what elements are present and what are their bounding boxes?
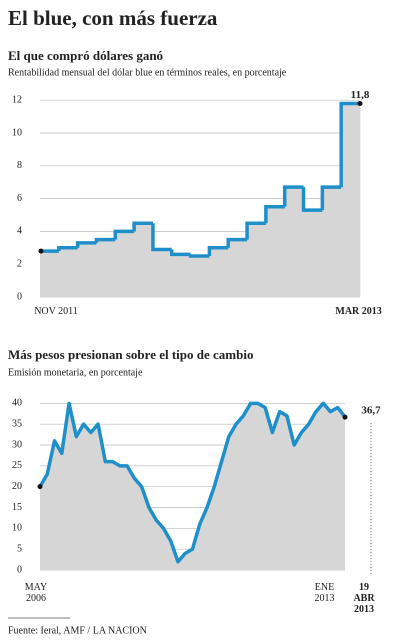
area-segment — [265, 206, 286, 297]
step-segment — [207, 246, 229, 256]
page-title: El blue, con más fuerza — [8, 6, 218, 30]
area-segment — [77, 242, 97, 297]
area-segment — [303, 210, 323, 297]
x-tick-label: ENE 2013 — [314, 582, 335, 604]
chart-subtitle: Emisión monetaria, en porcentaje — [8, 367, 143, 378]
y-tick-label: 0 — [17, 564, 22, 575]
step-segment — [320, 185, 342, 211]
y-tick-label: 2 — [17, 258, 22, 269]
y-tick-label: 4 — [17, 226, 22, 237]
step-segment — [170, 249, 191, 257]
chart-title: El que compró dólares ganó — [8, 48, 163, 63]
area-segment — [40, 251, 60, 297]
y-tick-label: 15 — [12, 502, 22, 513]
area-segment — [209, 247, 229, 297]
area-segment — [152, 249, 173, 297]
area-segment — [58, 247, 78, 297]
x-tick-label: MAY 2006 — [24, 582, 48, 604]
line — [38, 401, 347, 564]
area-segment — [284, 187, 304, 297]
y-tick-label: 12 — [12, 94, 22, 105]
step-segment — [94, 237, 116, 243]
step-segment — [75, 241, 97, 248]
step-segment — [226, 237, 248, 248]
step-segment — [113, 229, 135, 240]
x-tick-label: NOV 2011 — [34, 306, 78, 317]
step-segment — [301, 187, 323, 212]
y-tick-label: 20 — [12, 481, 22, 492]
step-segment — [339, 101, 360, 188]
step-segment — [245, 221, 266, 240]
x-tick-label: MAR 2013 — [335, 306, 382, 317]
x-tick-label: 19 ABR 2013 — [353, 582, 375, 615]
area-segment — [247, 223, 267, 297]
area-segment — [134, 223, 154, 297]
area-segment — [322, 187, 342, 297]
area-segment — [96, 239, 116, 297]
step-segment — [57, 246, 78, 252]
step-segment — [264, 205, 285, 224]
start-dot — [38, 248, 44, 254]
value-label: 36,7 — [361, 405, 381, 417]
y-tick-label: 5 — [17, 543, 22, 554]
y-tick-label: 10 — [12, 127, 22, 138]
step-segment — [282, 185, 304, 207]
y-tick-label: 6 — [17, 193, 22, 204]
step-segment — [132, 221, 153, 232]
source: Fuente: Ieral, AMF / LA NACION — [8, 625, 147, 636]
area-segment — [171, 254, 191, 297]
end-dot — [342, 414, 348, 420]
area-segment — [115, 231, 135, 297]
area-segment — [228, 239, 248, 297]
y-tick-label: 35 — [12, 418, 22, 429]
end-dot — [357, 100, 363, 106]
y-tick-label: 25 — [12, 460, 22, 471]
value-label: 11,8 — [351, 89, 370, 101]
step-segment — [188, 254, 210, 258]
area-segment — [190, 256, 210, 297]
y-tick-label: 0 — [17, 291, 22, 302]
area-segment — [341, 103, 361, 297]
start-dot — [37, 484, 43, 490]
y-tick-label: 10 — [12, 523, 22, 534]
chart-subtitle: Rentabilidad mensual del dólar blue en t… — [8, 67, 287, 78]
y-tick-label: 40 — [12, 398, 22, 409]
y-tick-label: 8 — [17, 160, 22, 171]
y-tick-label: 30 — [12, 439, 22, 450]
chart-title: Más pesos presionan sobre el tipo de cam… — [8, 347, 253, 362]
area — [40, 403, 345, 570]
step-segment — [151, 223, 172, 252]
